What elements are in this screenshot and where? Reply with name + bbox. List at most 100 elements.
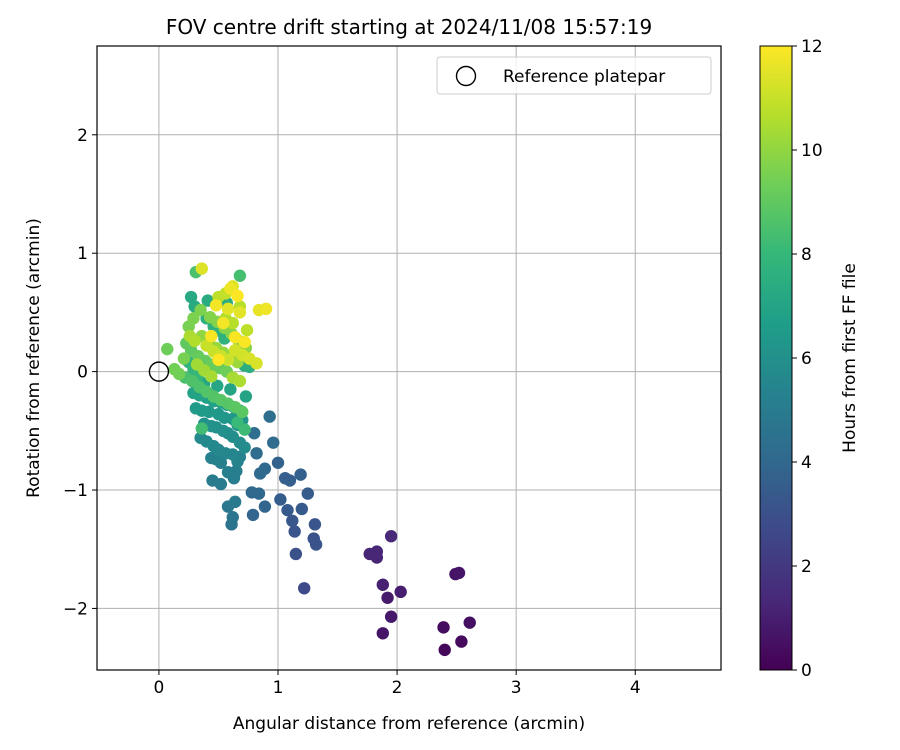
legend-reference-marker [455,65,477,87]
data-point [283,474,297,487]
data-point [295,502,309,516]
y-tick-label: 2 [77,126,88,146]
data-point [381,591,394,604]
legend: Reference platepar [436,56,712,95]
data-point [231,289,244,303]
data-point [205,451,218,465]
data-point [212,408,225,421]
data-point [226,316,239,330]
x-tick-label: 0 [154,678,165,698]
data-point [267,436,280,449]
data-point [221,353,235,366]
data-point [238,335,251,349]
data-point [455,635,468,648]
data-point [250,447,263,460]
legend-box [436,56,712,95]
data-point [376,578,390,591]
data-point [211,379,224,393]
data-point [253,467,267,480]
colorbar-tick-label: 8 [801,245,812,265]
x-axis-label: Angular distance from reference (arcmin) [233,714,585,734]
data-point [221,466,235,479]
data-point [294,468,307,481]
data-point [384,610,398,623]
data-point [177,352,191,365]
colorbar-tick-label: 10 [801,141,823,161]
colorbar-ticks: 0 2 4 6 8 10 12 [792,37,823,681]
data-point [376,627,390,640]
colorbar-tick-label: 6 [801,349,812,369]
data-point [161,342,174,356]
y-tick-label: 1 [77,244,88,264]
data-point [308,518,322,531]
reference-marker-group [148,361,170,382]
data-point [438,643,451,657]
data-point [239,390,253,403]
plot-frame [96,45,722,671]
data-point [233,306,247,319]
y-axis-label: Rotation from reference (arcmin) [24,218,44,498]
chart-title: FOV centre drift starting at 2024/11/08 … [166,15,652,39]
data-point [226,511,239,524]
data-point [209,299,223,312]
data-point [437,621,450,634]
colorbar-tick-label: 4 [801,453,812,473]
data-point [384,530,398,543]
data-point [206,474,219,487]
data-point [187,312,200,325]
data-point [259,302,273,316]
data-point [195,422,208,435]
y-tick-label: 0 [77,363,88,383]
x-tick-label: 1 [273,678,284,698]
data-point [224,383,237,396]
colorbar-tick-label: 0 [801,661,812,681]
data-point [221,302,235,316]
data-point [228,331,242,344]
data-point [189,402,203,415]
y-tick-label: −1 [63,481,88,501]
x-tick-label: 4 [630,678,641,698]
data-point [307,532,320,545]
colorbar-label: Hours from first FF file [840,263,860,453]
data-point [194,303,207,317]
data-point [172,367,186,381]
colorbar-tick-label: 2 [801,557,812,577]
data-point [217,316,230,330]
colorbar: 0 2 4 6 8 10 12 Hours from first FF file [759,37,860,681]
data-point [258,500,272,513]
data-point [370,545,384,558]
data-point [205,370,218,383]
data-point [228,495,242,509]
data-point [205,329,218,343]
data-point [263,410,276,423]
x-tick-label: 2 [392,678,403,698]
data-point [288,525,301,538]
x-axis-ticks: 0 1 2 3 4 [154,670,641,698]
data-point [289,547,303,561]
data-point [238,423,251,436]
data-point [194,431,207,445]
data-point [250,357,263,370]
data-point [247,426,261,440]
data-point [212,353,225,366]
data-point [301,487,314,500]
data-point [184,290,198,304]
data-point [233,374,247,388]
data-point [271,456,285,469]
data-point [286,514,299,528]
data-point [236,405,249,419]
data-point [188,334,201,348]
colorbar-gradient [759,45,793,671]
x-tick-label: 3 [511,678,522,698]
data-point [245,486,259,499]
legend-entry-label: Reference platepar [503,67,665,87]
y-tick-label: −2 [63,599,88,619]
reference-platepar-marker [148,361,170,382]
grid-lines [97,46,721,670]
data-point [195,262,208,275]
data-point [240,323,254,337]
data-point [463,616,476,629]
y-axis-ticks: −2 −1 0 1 2 [63,126,97,619]
data-point [246,508,260,522]
